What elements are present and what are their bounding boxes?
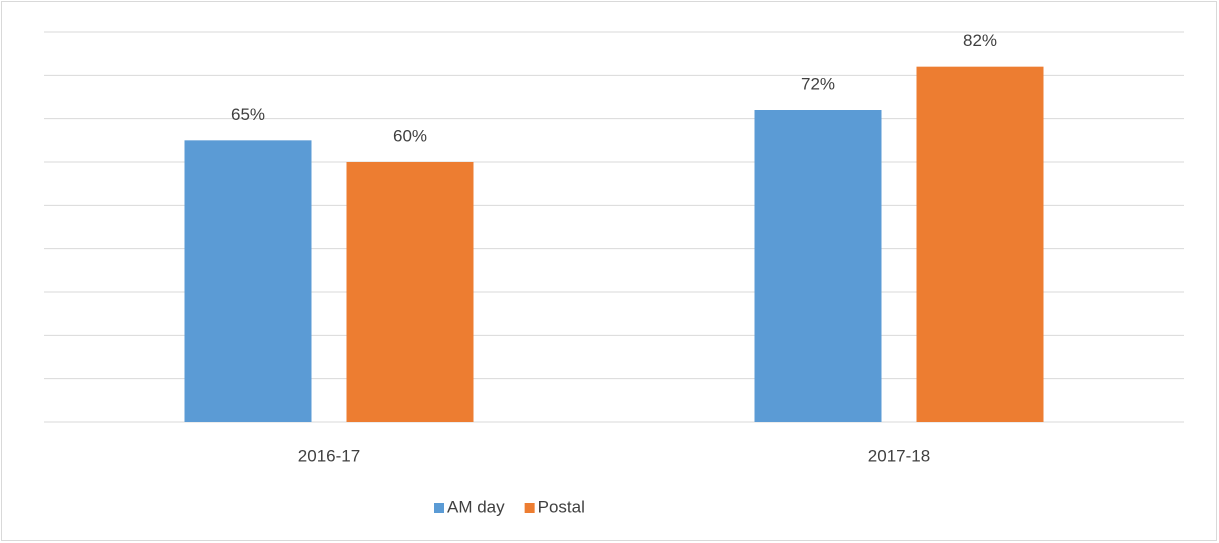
- bar: [754, 110, 882, 422]
- x-tick-label: 2016-17: [298, 446, 360, 465]
- bar: [346, 162, 474, 422]
- data-label: 65%: [231, 105, 265, 124]
- data-label: 60%: [393, 126, 427, 145]
- bar: [916, 66, 1044, 423]
- bar: [184, 140, 312, 423]
- data-label: 82%: [963, 31, 997, 50]
- legend-swatch: [434, 503, 444, 513]
- x-tick-label: 2017-18: [868, 446, 930, 465]
- legend-label: AM day: [447, 497, 505, 516]
- legend-label: Postal: [538, 497, 585, 516]
- legend-swatch: [524, 503, 535, 513]
- data-label: 72%: [801, 74, 835, 93]
